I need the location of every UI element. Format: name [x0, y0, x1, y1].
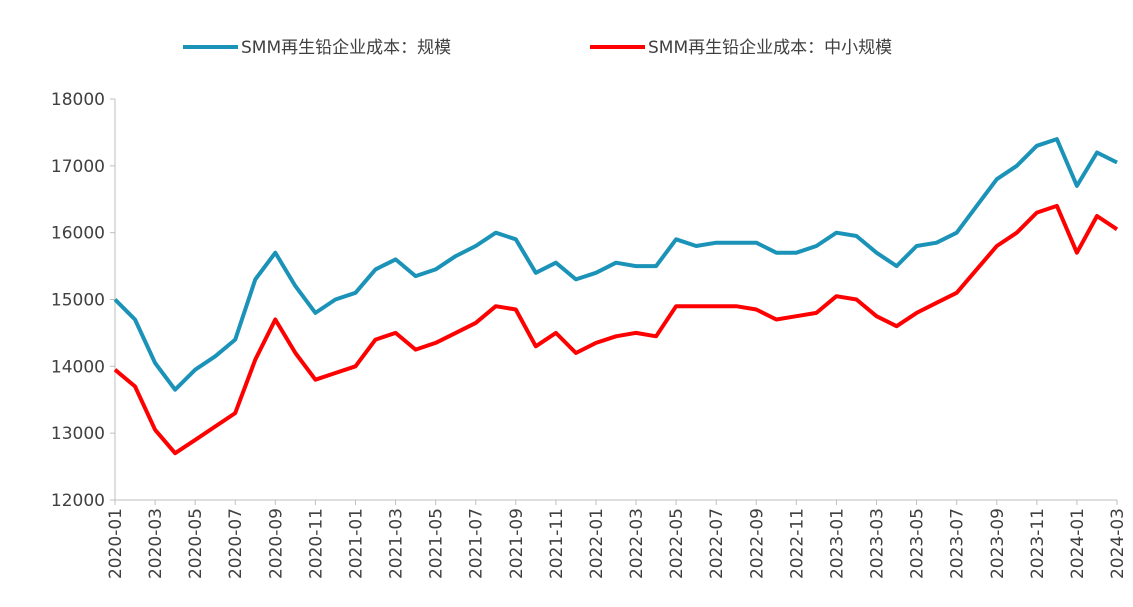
- x-tick-label: 2022-01: [587, 508, 607, 579]
- y-tick-label: 12000: [51, 491, 105, 511]
- x-tick-label: 2023-09: [988, 508, 1008, 579]
- x-tick-label: 2022-09: [747, 508, 767, 579]
- x-tick-label: 2023-01: [827, 508, 847, 579]
- x-tick-label: 2023-03: [868, 508, 888, 579]
- x-tick-label: 2020-01: [106, 508, 126, 579]
- x-tick-label: 2022-03: [627, 508, 647, 579]
- x-tick-label: 2020-03: [146, 508, 166, 579]
- x-tick-label: 2021-11: [547, 508, 567, 579]
- x-tick-label: 2021-03: [387, 508, 407, 579]
- y-tick-label: 14000: [51, 357, 105, 377]
- y-tick-label: 13000: [51, 424, 105, 444]
- x-tick-label: 2021-09: [507, 508, 527, 579]
- x-tick-label: 2020-11: [306, 508, 326, 579]
- x-tick-label: 2023-11: [1028, 508, 1048, 579]
- x-tick-label: 2021-05: [427, 508, 447, 579]
- x-tick-label: 2020-09: [266, 508, 286, 579]
- x-tick-label: 2021-01: [346, 508, 366, 579]
- x-tick-label: 2020-07: [226, 508, 246, 579]
- series-line: [113, 137, 1118, 392]
- series-line: [113, 203, 1119, 456]
- x-tick-label: 2024-01: [1068, 508, 1088, 579]
- y-tick-label: 16000: [51, 224, 105, 244]
- x-tick-label: 2021-07: [467, 508, 487, 579]
- x-tick-label: 2024-03: [1108, 508, 1128, 579]
- x-tick-label: 2022-05: [667, 508, 687, 579]
- x-tick-label: 2023-07: [948, 508, 968, 579]
- x-tick-label: 2022-07: [707, 508, 727, 579]
- legend-label: SMM再生铅企业成本：规模: [241, 38, 451, 58]
- x-tick-label: 2023-05: [908, 508, 928, 579]
- legend-label: SMM再生铅企业成本：中小规模: [648, 38, 892, 58]
- x-tick-label: 2020-05: [186, 508, 206, 579]
- x-tick-label: 2022-11: [787, 508, 807, 579]
- y-tick-label: 15000: [51, 291, 105, 311]
- y-tick-label: 17000: [51, 157, 105, 177]
- y-tick-label: 18000: [51, 90, 105, 110]
